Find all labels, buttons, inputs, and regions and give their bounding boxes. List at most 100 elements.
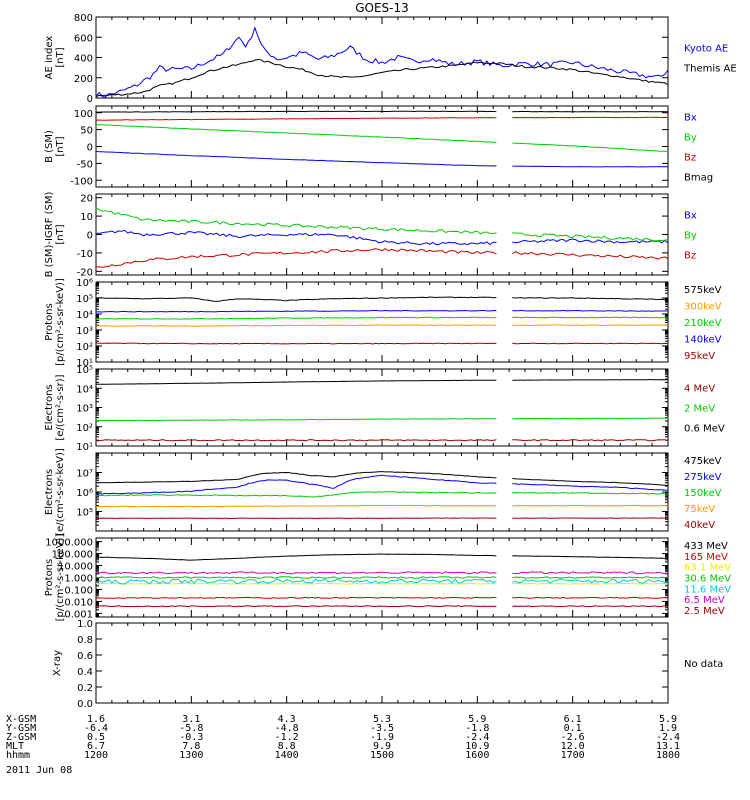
ytick-label: -20 bbox=[77, 267, 93, 278]
ytick-label: 0 bbox=[87, 94, 93, 105]
footer-value: 8.8 bbox=[278, 741, 296, 752]
legend-entry: 275keV bbox=[684, 472, 722, 483]
legend-entry: 210keV bbox=[684, 318, 722, 329]
series-line-165-mev bbox=[512, 596, 669, 599]
panel-frame bbox=[95, 622, 669, 704]
panel-ylabel: X-ray bbox=[52, 650, 63, 676]
footer-value: -2.4 bbox=[465, 732, 489, 743]
ytick-label: 1.0 bbox=[77, 619, 93, 630]
ytick-label: 0.010 bbox=[64, 597, 93, 608]
ytick-label: 10 bbox=[80, 212, 93, 223]
footer-value: 6.1 bbox=[564, 714, 582, 725]
panel-ylabel: Protons[p/(cm²-s-sr-keV)] bbox=[44, 278, 66, 366]
footer-row-label: MLT bbox=[6, 741, 24, 752]
ylabel-line: [p/(cm²-s-sr-keV)] bbox=[55, 534, 66, 622]
series-line-6.5-mev bbox=[512, 571, 669, 575]
series-line-475kev bbox=[95, 471, 497, 484]
ytick-label: 10¹ bbox=[76, 442, 93, 453]
series-line-40kev bbox=[95, 517, 497, 520]
footer-value: -3.5 bbox=[370, 723, 394, 734]
ytick-label: 10² bbox=[76, 342, 93, 353]
footer-value: -6.4 bbox=[84, 723, 108, 734]
footer-value: -2.4 bbox=[656, 732, 680, 743]
ylabel-line: Protons bbox=[44, 303, 55, 340]
footer-value: 12.0 bbox=[561, 741, 585, 752]
series-line-30.6-mev bbox=[512, 576, 669, 579]
ytick-label: 100.000 bbox=[52, 550, 93, 561]
series-line-11.6-mev bbox=[95, 578, 497, 585]
ytick-label: 1.000 bbox=[64, 574, 93, 585]
series-line-bmag bbox=[512, 110, 669, 113]
series-line-150kev bbox=[512, 491, 669, 495]
ytick-label: 0.6 bbox=[77, 651, 93, 662]
ytick-label: 10⁶ bbox=[76, 278, 93, 289]
series-line-300kev bbox=[95, 324, 497, 327]
ytick-label: -10 bbox=[77, 249, 93, 260]
legend-entry: By bbox=[684, 133, 697, 144]
legend-entry: 11.6 MeV bbox=[684, 584, 731, 595]
series-line-165-mev bbox=[95, 596, 497, 599]
ylabel-line: Protons bbox=[44, 559, 55, 596]
ylabel-line: [e/(cm²-s-sr)] bbox=[55, 374, 66, 440]
panel-ylabel: B (SM)-IGRF (SM)[nT] bbox=[44, 192, 66, 278]
ylabel-line: [e/(cm²-s-sr-keV)] bbox=[55, 448, 66, 536]
footer-value: 5.9 bbox=[659, 714, 677, 725]
footer-value: 0.1 bbox=[564, 723, 582, 734]
legend-entry: 63.1 MeV bbox=[684, 563, 731, 574]
panel-note: No data bbox=[684, 659, 723, 670]
legend-entry: Bmag bbox=[684, 173, 713, 184]
panel-xray: 0.0 0.2 0.4 0.6 0.8 1.0 X-ray No data bbox=[52, 619, 723, 710]
panel-ylabel: Protons[p/(cm²-s-sr-keV)] bbox=[44, 534, 66, 622]
ytick-label: 10⁵ bbox=[76, 365, 93, 376]
series-line-bz bbox=[512, 251, 669, 260]
series-line-bmag bbox=[96, 110, 497, 113]
series-line-by bbox=[512, 232, 669, 242]
legend-entry: 0.6 MeV bbox=[684, 424, 725, 435]
series-line-0.6-mev bbox=[512, 379, 668, 381]
ytick-label: 10³ bbox=[76, 326, 93, 337]
series-line-bz bbox=[95, 117, 497, 121]
series-line-150kev bbox=[95, 491, 497, 498]
footer-value: 9.9 bbox=[373, 741, 391, 752]
ytick-label: 100 bbox=[74, 109, 93, 120]
legend-entry: 2.5 MeV bbox=[684, 606, 725, 617]
footer-value: 4.3 bbox=[278, 714, 296, 725]
legend-entry: 140keV bbox=[684, 335, 722, 346]
ytick-label: -100 bbox=[70, 176, 93, 187]
series-line-by bbox=[95, 207, 497, 235]
ylabel-line: [p/(cm²-s-sr-keV)] bbox=[55, 278, 66, 366]
series-line-bz bbox=[95, 248, 497, 268]
panel-ae: 0 200 400 600 800 AE index[nT] Kyoto AE Themis … bbox=[44, 13, 737, 105]
panel-ylabel: B (SM)[nT] bbox=[44, 130, 66, 163]
ytick-label: 0.0 bbox=[77, 699, 93, 710]
ylabel-line: Electrons bbox=[44, 384, 55, 430]
series-line-2.5-mev bbox=[512, 605, 669, 608]
ytick-label: 0.001 bbox=[64, 609, 93, 620]
legend-entry: 95keV bbox=[684, 351, 715, 362]
series-line-bx bbox=[512, 165, 669, 168]
footer-value: 7.8 bbox=[182, 741, 200, 752]
ytick-label: 0 bbox=[87, 231, 93, 242]
series-line-75kev bbox=[95, 504, 497, 508]
panel-ylabel: Electrons[e/(cm²-s-sr)] bbox=[44, 374, 66, 440]
legend-entry: 475keV bbox=[684, 456, 722, 467]
legend-entry: 433 MeV bbox=[684, 541, 728, 552]
ytick-label: 200 bbox=[74, 74, 93, 85]
series-line-575kev bbox=[512, 297, 669, 301]
legend-entry: Bz bbox=[684, 251, 696, 262]
panel-electrons2: 10⁵ 10⁶ 10⁷ Electrons[e/(cm²-s-sr-keV)] 475k… bbox=[44, 448, 722, 536]
series-line-0.6-mev bbox=[96, 379, 497, 385]
series-line-433-mev bbox=[512, 555, 669, 559]
series-line-95kev bbox=[95, 342, 497, 345]
footer-value: -0.3 bbox=[179, 732, 203, 743]
ylabel-line: Electrons bbox=[44, 469, 55, 515]
series-line-475kev bbox=[512, 477, 669, 486]
ylabel-line: B (SM) bbox=[44, 130, 55, 163]
series-line-2-mev bbox=[512, 417, 669, 420]
series-line-275kev bbox=[95, 474, 497, 495]
footer-value: -5.8 bbox=[179, 723, 203, 734]
panel-protons1: 10¹ 10² 10³ 10⁴ 10⁵ 10⁶ Protons[p/(cm²-s-sr-ke… bbox=[44, 278, 722, 369]
legend-entry: 75keV bbox=[684, 504, 715, 515]
